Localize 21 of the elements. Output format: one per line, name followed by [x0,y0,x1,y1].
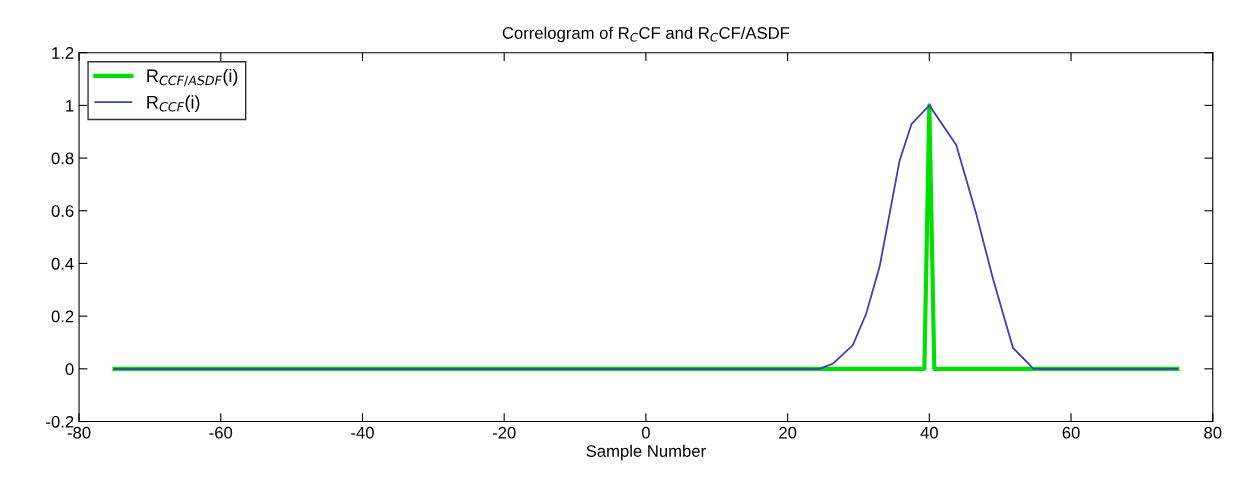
x-tick-label: 40 [920,426,938,439]
y-tick-label: 0.8 [51,152,74,165]
y-tick-label: 1.2 [52,47,74,59]
x-tick-label: -60 [209,426,233,439]
x-tick-label: 60 [1062,426,1080,439]
x-tick-label: 80 [1204,426,1222,439]
y-tick-label: 0.2 [51,310,74,323]
y-tick-label: 0.4 [51,257,74,270]
x-tick-label: -80 [67,426,91,439]
y-tick-label: -0.2 [46,415,74,428]
x-tick-label: 0 [641,426,650,439]
y-tick-label: 0 [65,363,74,376]
y-tick-label: 1 [66,99,74,112]
x-tick-label: -20 [492,426,516,439]
legend-label: R$_{CCF}$(i) [147,95,200,113]
y-tick-label: 0.6 [51,205,74,217]
x-tick-label: 20 [779,426,797,439]
x-tick-label: -40 [351,426,374,439]
x-axis-title: Sample Number [586,444,706,461]
legend-label: R$_{CCF/ASDF}$(i) [147,68,238,87]
chart-title: Correlogram of R$_{C}$CF and R$_{C}$CF/ASDF [502,26,790,43]
